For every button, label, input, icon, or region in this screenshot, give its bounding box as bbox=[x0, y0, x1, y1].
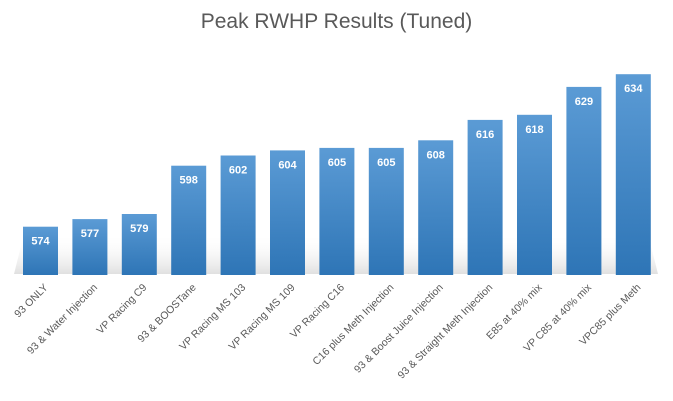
data-label: 618 bbox=[525, 124, 543, 136]
bar bbox=[418, 140, 454, 275]
bar bbox=[171, 165, 207, 275]
category-label: VP Racing C9 bbox=[94, 282, 149, 337]
bar bbox=[72, 219, 108, 275]
category-label: C16 plus Meth Injection bbox=[310, 282, 396, 368]
bar bbox=[615, 74, 651, 275]
bar bbox=[121, 214, 157, 275]
bar bbox=[23, 226, 58, 275]
data-label: 608 bbox=[427, 149, 445, 161]
chart-title: Peak RWHP Results (Tuned) bbox=[200, 10, 473, 33]
data-label: 616 bbox=[476, 129, 494, 141]
data-label: 598 bbox=[180, 175, 198, 187]
bar bbox=[319, 147, 355, 275]
data-label: 629 bbox=[575, 96, 593, 108]
data-label: 605 bbox=[328, 157, 346, 169]
bar bbox=[220, 155, 256, 275]
bar bbox=[270, 150, 305, 275]
data-label: 579 bbox=[130, 223, 148, 235]
data-label: 634 bbox=[624, 83, 643, 95]
data-label: 574 bbox=[31, 236, 50, 248]
category-label: 93 ONLY bbox=[12, 282, 50, 320]
category-label: 93 & Boost Juice Injection bbox=[352, 282, 446, 376]
data-label: 577 bbox=[81, 228, 99, 240]
bar bbox=[467, 119, 503, 276]
data-label: 602 bbox=[229, 165, 247, 177]
bar bbox=[566, 86, 602, 276]
bar bbox=[368, 147, 404, 275]
category-label: 93 & Straight Meth Injection bbox=[396, 282, 496, 382]
bar bbox=[517, 114, 552, 275]
data-label: 605 bbox=[377, 157, 395, 169]
data-label: 604 bbox=[278, 159, 297, 171]
